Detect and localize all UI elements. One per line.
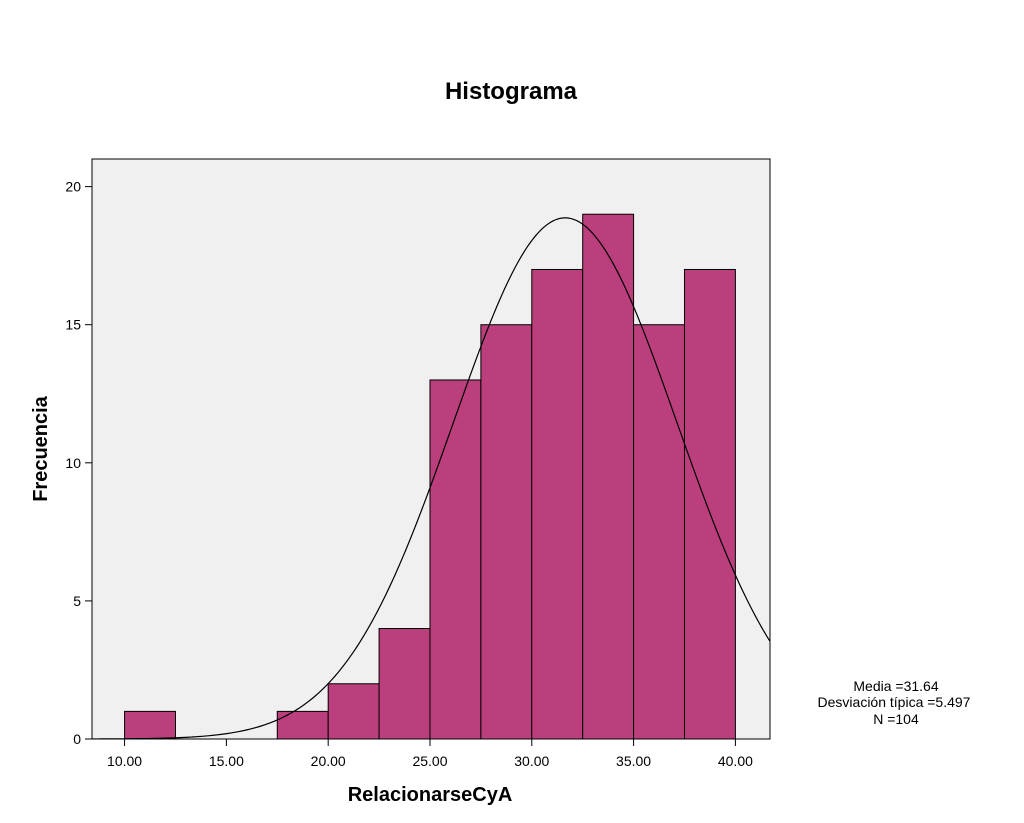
y-tick-label: 5 [73, 593, 81, 609]
histogram-bar [531, 268, 584, 740]
normal-curve [91, 217, 771, 740]
x-axis: 10.00 15.00 20.00 25.00 30.00 35.00 40.00 [107, 739, 753, 769]
stats-std: Desviación típica =5.497 [818, 694, 971, 710]
stats-legend: Media =31.64 Desviación típica =5.497 N … [818, 678, 971, 727]
y-tick-label: 0 [73, 731, 81, 747]
y-tick-label: 10 [65, 455, 81, 471]
y-axis-label: Frecuencia [30, 395, 52, 501]
histogram-bar [124, 710, 176, 740]
x-axis-label: RelacionarseCyA [348, 784, 513, 806]
y-tick-label: 15 [65, 317, 81, 333]
histogram-bar [378, 628, 431, 740]
stats-mean: Media =31.64 [853, 678, 938, 694]
histogram-bar [327, 683, 380, 740]
histogram-bar [683, 268, 736, 740]
x-tick-label: 35.00 [616, 753, 651, 769]
x-tick-label: 25.00 [412, 753, 447, 769]
chart-title: Histograma [445, 78, 578, 105]
stats-n: N =104 [873, 711, 919, 727]
x-tick-label: 10.00 [107, 753, 142, 769]
histogram-bar [276, 710, 329, 740]
x-tick-label: 30.00 [514, 753, 549, 769]
histogram-bar [633, 324, 685, 740]
x-tick-label: 15.00 [209, 753, 244, 769]
x-tick-label: 20.00 [311, 753, 346, 769]
histogram-bar [429, 379, 482, 740]
y-tick-label: 20 [65, 179, 81, 195]
x-tick-label: 40.00 [718, 753, 753, 769]
bars-group [124, 213, 736, 740]
histogram-bar [582, 213, 635, 740]
y-axis: 0 5 10 15 20 [65, 179, 92, 747]
plot-frame [91, 158, 771, 740]
histogram-bar [480, 324, 533, 740]
